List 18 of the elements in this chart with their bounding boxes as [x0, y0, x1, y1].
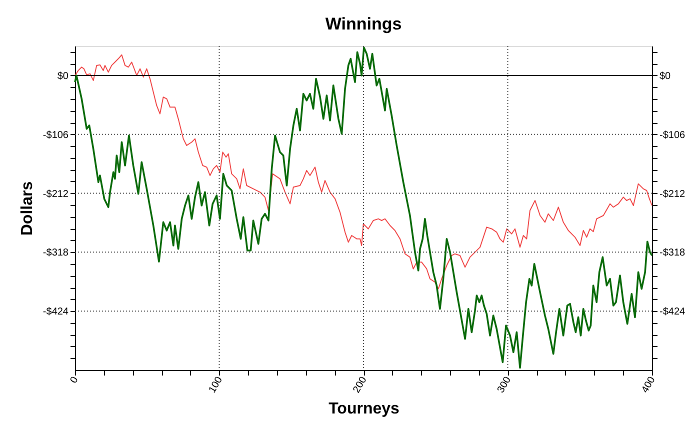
y2-tick-label: -$424	[660, 306, 686, 318]
y-tick-label: -$318	[42, 248, 69, 259]
y2-tick-label: -$212	[660, 188, 686, 200]
y-tick-label: $0	[57, 70, 69, 82]
y2-tick-label: $0	[660, 70, 672, 82]
y-axis-title: Dollars	[18, 181, 36, 236]
x-tick-label: 100	[207, 374, 226, 395]
y2-tick-label: -$106	[660, 130, 686, 141]
chart-title: Winnings	[325, 14, 402, 34]
x-tick-label: 300	[496, 374, 514, 395]
y-tick-label: -$424	[42, 306, 69, 318]
x-tick-label: 0	[68, 374, 81, 386]
x-tick-label: 400	[640, 374, 658, 395]
x-tick-label: 200	[351, 374, 370, 395]
y-tick-label: -$106	[42, 130, 69, 141]
y-tick-label: -$212	[42, 188, 69, 200]
y2-tick-label: -$318	[660, 248, 686, 259]
x-axis-title: Tourneys	[328, 400, 400, 418]
